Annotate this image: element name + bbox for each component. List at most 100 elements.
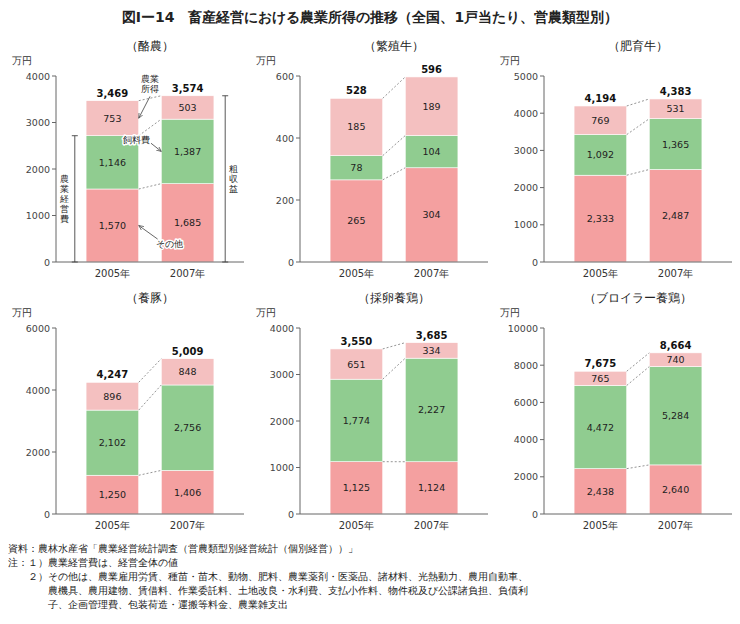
data-label: 78 xyxy=(350,162,362,173)
panel: （養豚）万円1,2502,1028961,4062,7568484,2475,0… xyxy=(12,291,244,531)
bar-segment xyxy=(574,371,627,385)
title: 図Ⅰー14 畜産経営における農業所得の推移（全国、1戸当たり、営農類型別） xyxy=(122,9,618,25)
total-label: 4,194 xyxy=(585,93,617,104)
bar-segment xyxy=(86,410,139,475)
y-axis-label: 万円 xyxy=(500,307,520,318)
bar-segment xyxy=(405,136,458,168)
marks xyxy=(86,359,214,514)
y-tick xyxy=(296,76,300,77)
bar-segment xyxy=(330,349,383,379)
bracket-cap xyxy=(72,135,78,136)
bar-segment xyxy=(86,382,139,410)
x-tick-label: 2007年 xyxy=(170,520,205,531)
y-tick xyxy=(296,514,300,515)
total-label: 4,247 xyxy=(97,369,129,380)
y-tick xyxy=(540,76,544,77)
x-tick-label: 2007年 xyxy=(170,268,205,279)
y-tick-label: 6000 xyxy=(26,323,50,334)
bar-segment xyxy=(86,101,139,136)
y-tick xyxy=(52,215,56,216)
x-axis xyxy=(544,514,732,515)
data-label: 531 xyxy=(667,103,685,114)
y-tick-label: 0 xyxy=(288,509,294,520)
chart-root: 図Ⅰー14 畜産経営における農業所得の推移（全国、1戸当たり、営農類型別）資料：… xyxy=(0,0,740,624)
bar-segment xyxy=(161,119,214,183)
y-tick-label: 4000 xyxy=(270,323,294,334)
data-label: 503 xyxy=(179,102,197,113)
y-tick xyxy=(540,439,544,440)
bar-segment xyxy=(649,465,702,514)
y-axis-label: 万円 xyxy=(256,307,276,318)
y-axis xyxy=(544,76,545,262)
y-tick xyxy=(296,374,300,375)
bar-segment xyxy=(649,353,702,367)
bar-segment xyxy=(649,99,702,119)
panel: （採卵養鶏）万円1,1251,7746511,1242,2273343,5503… xyxy=(256,291,488,531)
x-axis xyxy=(300,262,488,263)
y-tick-label: 1000 xyxy=(270,462,294,473)
y-tick xyxy=(540,187,544,188)
y-tick xyxy=(52,514,56,515)
total-label: 528 xyxy=(346,85,367,96)
total-label: 596 xyxy=(421,64,442,75)
y-tick xyxy=(296,421,300,422)
y-axis-label: 万円 xyxy=(12,55,32,66)
data-label: 265 xyxy=(347,215,365,226)
x-tick-label: 2007年 xyxy=(658,520,693,531)
y-tick-label: 3000 xyxy=(270,369,294,380)
data-label: 304 xyxy=(423,209,441,220)
total-label: 3,685 xyxy=(416,330,448,341)
annotation: 農業経営費 xyxy=(59,174,69,224)
panel-title: （養豚） xyxy=(126,291,174,305)
y-tick xyxy=(52,169,56,170)
connector xyxy=(627,367,650,386)
y-axis-label: 万円 xyxy=(256,55,276,66)
data-label: 104 xyxy=(423,146,441,157)
x-tick-label: 2005年 xyxy=(339,520,374,531)
y-tick-label: 2000 xyxy=(26,164,50,175)
y-tick xyxy=(540,150,544,151)
bracket xyxy=(74,136,75,262)
bar-segment xyxy=(330,156,383,180)
footnote: 子、企画管理費、包装荷造・運搬等料金、農業雑支出 xyxy=(8,599,288,610)
bar-segment xyxy=(161,96,214,119)
panel-title: （ブロイラー養鶏） xyxy=(584,291,692,305)
footnote: ２）その他は、農業雇用労賃、種苗・苗木、動物、肥料、農業薬剤・医薬品、諸材料、光… xyxy=(8,571,528,582)
y-tick xyxy=(52,122,56,123)
y-tick xyxy=(296,328,300,329)
data-label: 1,125 xyxy=(343,482,370,493)
y-tick-label: 0 xyxy=(44,509,50,520)
y-tick-label: 2000 xyxy=(514,182,538,193)
y-tick-label: 4000 xyxy=(514,108,538,119)
bar-segment xyxy=(574,385,627,468)
y-tick-label: 2000 xyxy=(514,471,538,482)
connector xyxy=(383,358,406,379)
data-label: 740 xyxy=(667,354,685,365)
annotation: 飼料費 xyxy=(123,135,150,145)
y-tick-label: 400 xyxy=(276,133,294,144)
connector xyxy=(383,343,406,349)
annotation: 粗収益 xyxy=(229,164,238,194)
panel: （繁殖牛）万円265781853041041895285960200400600… xyxy=(256,39,488,279)
annotation-arrow xyxy=(139,225,158,239)
data-label: 651 xyxy=(347,359,365,370)
y-tick xyxy=(540,224,544,225)
x-tick-label: 2005年 xyxy=(95,268,130,279)
data-label: 1,774 xyxy=(343,415,370,426)
y-tick-label: 1000 xyxy=(514,219,538,230)
y-axis-label: 万円 xyxy=(500,55,520,66)
bar-segment xyxy=(330,462,383,514)
total-label: 3,550 xyxy=(341,336,373,347)
y-axis-label: 万円 xyxy=(12,307,32,318)
x-axis xyxy=(544,262,732,263)
marks xyxy=(330,343,458,514)
annotations: 農業所得飼料費その他農業経営費粗収益 xyxy=(59,74,238,262)
total-label: 3,574 xyxy=(172,83,204,94)
y-tick-label: 0 xyxy=(44,257,50,268)
y-tick xyxy=(52,262,56,263)
data-label: 1,124 xyxy=(418,482,445,493)
y-tick-label: 0 xyxy=(288,257,294,268)
data-label: 896 xyxy=(103,391,121,402)
bar-segment xyxy=(405,358,458,462)
connector xyxy=(627,465,650,469)
